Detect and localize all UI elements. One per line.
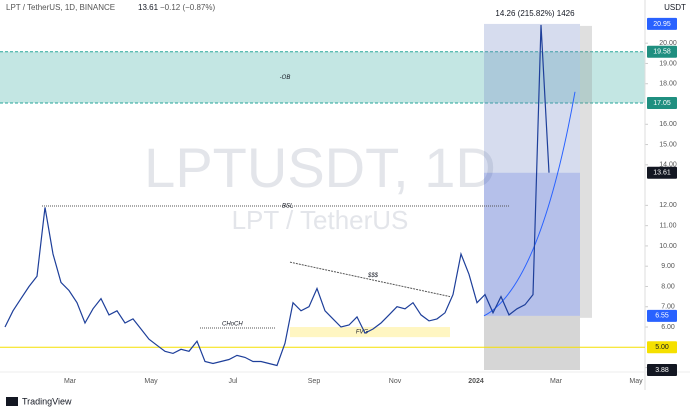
y-tick-label: 20.00 <box>659 40 677 47</box>
price-label-box <box>647 45 677 58</box>
x-tick-label: Sep <box>308 378 321 385</box>
x-tick-label: Mar <box>64 378 77 385</box>
zone <box>290 327 450 338</box>
price-label-box <box>647 363 677 376</box>
y-tick-label: 10.00 <box>659 243 677 250</box>
price-label-box <box>647 166 677 179</box>
x-tick-label: Jul <box>229 378 238 385</box>
watermark-subtitle: LPT / TetherUS <box>232 205 409 235</box>
close: 13.61 <box>138 3 159 12</box>
change: −0.12 (−0.87%) <box>160 3 215 12</box>
zone <box>0 51 645 103</box>
price-label-box <box>647 309 677 322</box>
y-tick-label: 11.00 <box>660 222 677 229</box>
y-tick-label: 16.00 <box>659 121 677 128</box>
zone <box>484 315 580 370</box>
zone <box>484 23 580 173</box>
x-tick-label: Mar <box>550 378 563 385</box>
measure-label: 14.26 (215.82%) 1426 <box>495 9 575 18</box>
x-tick-label: Nov <box>389 378 402 385</box>
y-tick-label: 8.00 <box>661 283 675 290</box>
unit: USDT <box>664 3 686 12</box>
price-label: 13.61 <box>653 170 671 177</box>
y-tick-label: 14.00 <box>659 162 677 169</box>
price-label-box <box>647 17 677 30</box>
watermark-title: LPTUSDT, 1D <box>144 136 496 199</box>
level-label: CHoCH <box>222 322 243 328</box>
price-label-box <box>647 96 677 109</box>
price-label: 3.88 <box>655 367 669 374</box>
level-label: BSL <box>282 204 293 210</box>
y-tick-label: 19.00 <box>659 60 677 67</box>
y-tick-label: 15.00 <box>659 141 677 148</box>
price-label: 6.55 <box>655 313 669 320</box>
x-tick-label: May <box>144 378 158 385</box>
branding: TradingView <box>22 396 72 406</box>
price-label: 19.58 <box>653 49 671 56</box>
y-tick-label: 7.00 <box>661 304 675 311</box>
symbol: LPT / TetherUS, 1D, BINANCE <box>6 3 115 12</box>
trendline <box>289 261 451 298</box>
y-tick-label: 12.00 <box>659 202 677 209</box>
logo <box>6 397 18 406</box>
price-label: 5.00 <box>655 344 669 351</box>
zone-label: -OB <box>280 75 291 81</box>
x-tick-label: 2024 <box>468 378 484 385</box>
price-label: 17.05 <box>653 100 671 107</box>
trendline-label: $$$ <box>367 273 379 279</box>
price-line <box>4 24 550 367</box>
zone <box>484 172 580 316</box>
price-label: 20.95 <box>653 21 671 28</box>
zone-label: FVG <box>356 330 369 336</box>
y-tick-label: 9.00 <box>661 263 675 270</box>
measure-shadow <box>580 25 592 318</box>
y-tick-label: 6.00 <box>661 324 675 331</box>
price-label-box <box>647 341 677 354</box>
y-tick-label: 18.00 <box>659 81 677 88</box>
x-tick-label: May <box>629 378 643 385</box>
